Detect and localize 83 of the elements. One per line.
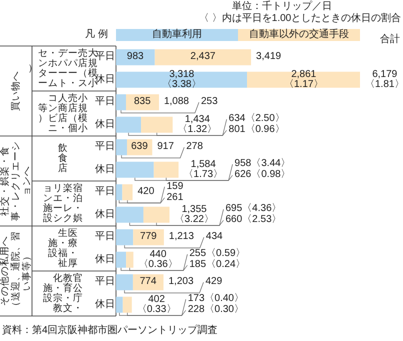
total-label: 1,088 [164, 96, 189, 108]
text: 小規模小売店（個人商店・コンビニ等） [38, 92, 88, 134]
text: 資料：第4回京阪神都市圏パーソントリップ調査 [2, 325, 218, 336]
y-tick-label: 平日 [95, 96, 115, 108]
bar [126, 252, 134, 268]
data-label: 634〈2.50〉 [228, 113, 285, 124]
total-label: 1,434〈1.32〉 [178, 114, 218, 135]
bar [116, 139, 127, 156]
data-label: 228〈0.30〉 [188, 304, 244, 316]
y-tick-label: 平日 [95, 141, 115, 152]
text: 単位：千トリップ／日 [232, 1, 332, 12]
total-label: 402〈0.33〉 [136, 294, 176, 315]
data-label: 255〈0.59〉 [189, 248, 246, 260]
y-tick-label: 休日 [95, 164, 115, 175]
y-tick-label: 平日 [95, 186, 115, 198]
text: 医療・厚生・福祉施設 [48, 228, 78, 268]
bar [143, 206, 170, 223]
data-label: 429 [206, 276, 222, 288]
bar [122, 184, 133, 200]
bar [122, 296, 132, 313]
text: 買い物へ [10, 70, 22, 113]
bar [116, 252, 126, 268]
y-tick-label: 休日 [95, 74, 115, 85]
bar [133, 229, 164, 246]
data-label: 278 [186, 141, 203, 152]
series-label: 自動車利用 [152, 29, 202, 40]
data-label: 774 [140, 276, 156, 288]
bar [247, 72, 360, 88]
text: 飲食店 [58, 142, 68, 174]
data-label: 434 [206, 231, 223, 242]
bar [116, 296, 123, 313]
y-tick-label: 休日 [95, 208, 115, 220]
data-label: 185〈0.24〉 [189, 259, 246, 270]
total-label: 3,419 [256, 51, 282, 62]
bar [154, 162, 179, 178]
bar [116, 274, 133, 290]
total-label: 1,584〈1.73〉 [184, 158, 224, 180]
total-label: 1,213 [168, 231, 194, 242]
data-label: 639 [131, 141, 148, 152]
data-label: 695〈4.36〉 [226, 203, 282, 214]
bar [116, 229, 134, 246]
data-label: 835 [134, 96, 151, 108]
data-label: 958〈3.44〉 [234, 158, 291, 170]
data-label: 261 [166, 192, 184, 203]
data-label: 2,437 [190, 51, 216, 62]
data-label: 159 [166, 180, 184, 192]
total-label: 440〈0.36〉 [138, 248, 178, 270]
data-label: 3,318〈3.38〉 [162, 68, 202, 90]
total-label: 1,355〈3.22〉 [174, 204, 214, 225]
total-label: 420 [138, 186, 154, 198]
text: 合計 [380, 34, 400, 45]
bar [141, 116, 173, 133]
text: 官公庁・教育・文化・宗教施設 [43, 272, 83, 314]
data-label: 660〈2.53〉 [226, 214, 282, 226]
y-tick-label: 平日 [95, 51, 115, 62]
data-label: 779 [140, 231, 157, 242]
total-label: 6,179〈1.81〉 [365, 68, 403, 90]
bar [116, 94, 126, 110]
bar [116, 162, 154, 178]
data-label: 983 [126, 51, 144, 62]
data-label: 801〈0.96〉 [228, 124, 285, 136]
text: その他の私用へ（送迎、通院、習い事等） [0, 230, 32, 313]
legend-title: 凡 例 [85, 29, 108, 40]
y-tick-label: 休日 [95, 298, 115, 310]
bar [116, 72, 248, 88]
total-label: 917 [157, 141, 174, 152]
bar [132, 274, 164, 290]
bar [116, 116, 142, 133]
total-label: 1,203 [168, 276, 194, 288]
y-tick-label: 休日 [95, 118, 115, 130]
data-label: 173〈0.40〉 [188, 293, 244, 304]
data-label: 2,861〈1.17〉 [284, 68, 324, 90]
data-label: 626〈0.98〉 [234, 169, 291, 180]
text: 〈 〉内は平日を1.00としたときの休日の割合 [199, 13, 402, 24]
y-tick-label: 平日 [95, 231, 115, 242]
bar [116, 206, 144, 223]
data-label: 253 [200, 96, 218, 108]
series-label: 自動車以外の交通手段 [249, 29, 349, 40]
bar [154, 49, 252, 66]
text: 宿泊・娯楽・レクリエーション施設 [43, 182, 83, 224]
y-tick-label: 平日 [95, 276, 115, 288]
bar [116, 184, 122, 200]
y-tick-label: 休日 [95, 254, 115, 265]
